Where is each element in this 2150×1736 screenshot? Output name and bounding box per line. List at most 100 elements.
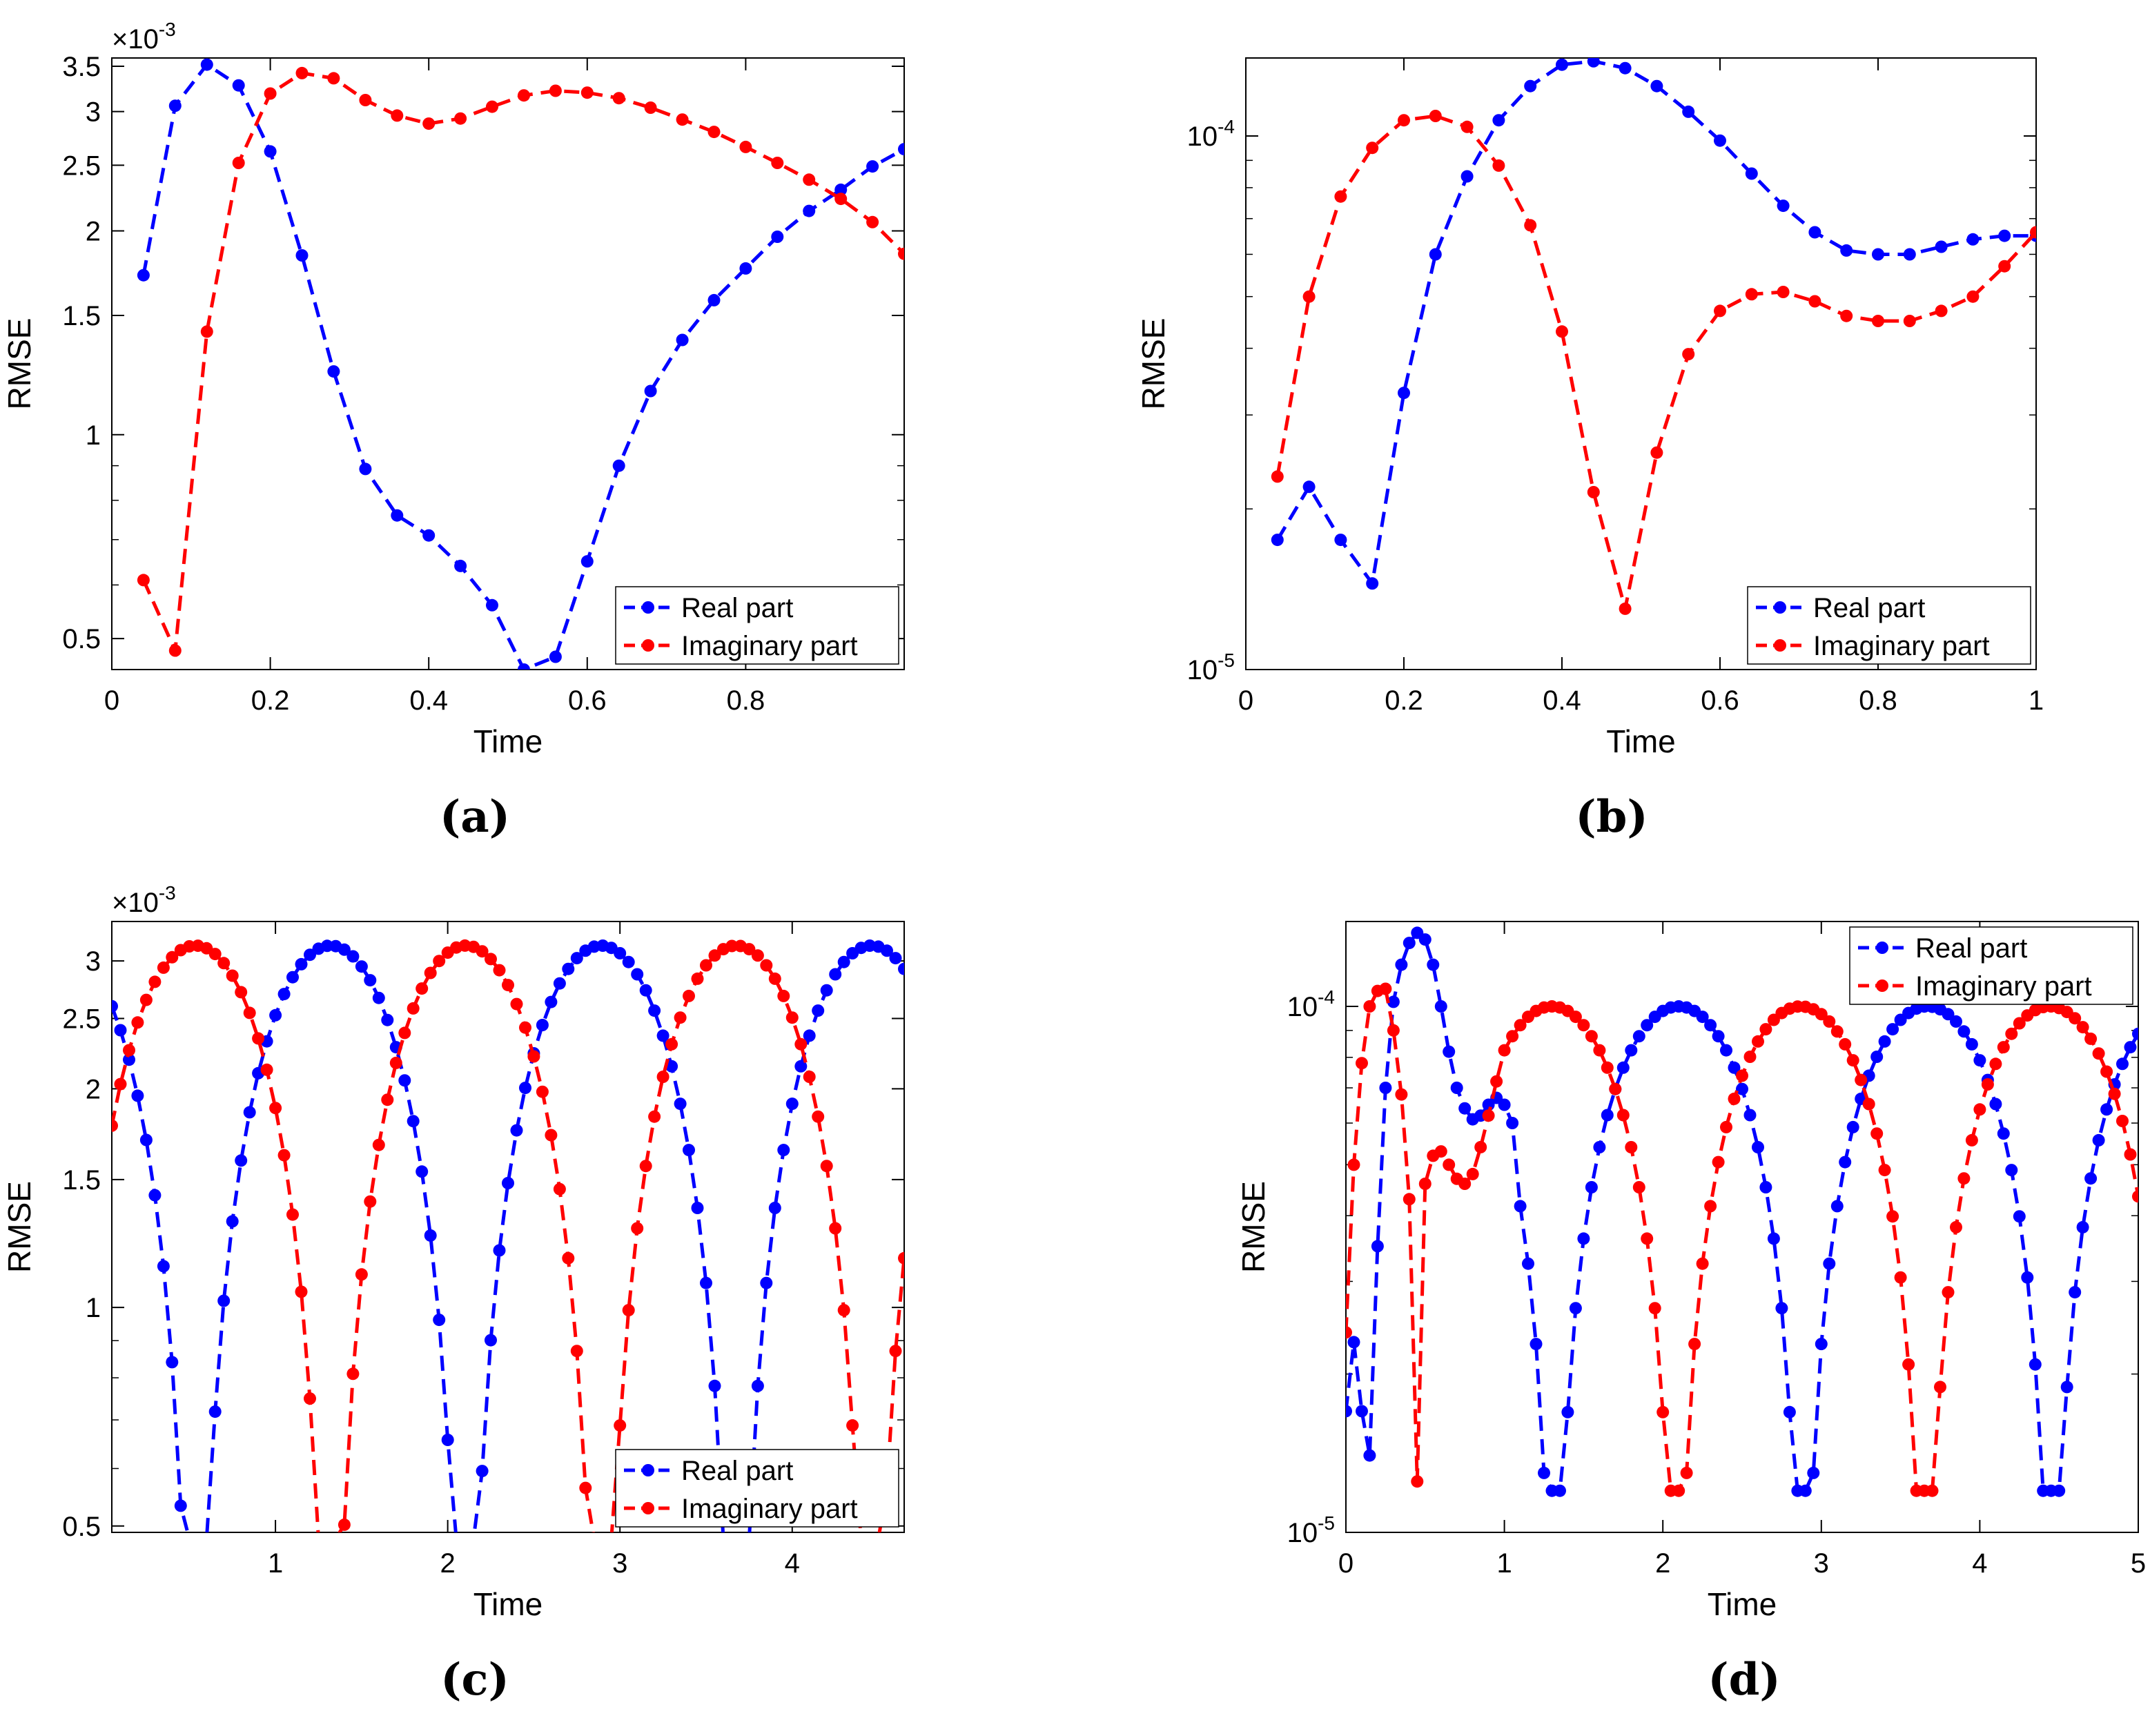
data-point — [1775, 1302, 1788, 1315]
data-point — [812, 1004, 825, 1017]
data-point — [596, 1532, 609, 1545]
data-point — [683, 989, 695, 1002]
data-point — [834, 193, 848, 206]
data-point — [424, 1229, 437, 1242]
data-point — [1514, 1200, 1527, 1213]
data-point — [768, 972, 781, 985]
data-point — [829, 968, 842, 981]
data-point — [1616, 1061, 1630, 1074]
data-point — [1538, 1466, 1550, 1479]
data-point — [264, 145, 277, 158]
data-point — [881, 944, 893, 957]
data-point — [771, 231, 784, 243]
data-point — [1720, 1120, 1732, 1133]
data-point — [226, 969, 239, 982]
data-point — [725, 939, 739, 953]
data-point — [707, 293, 721, 306]
data-point — [1743, 1109, 1757, 1122]
ytick-label-exponent: -4 — [1218, 116, 1235, 137]
series-line-imaginary — [141, 71, 904, 658]
data-point — [1498, 1098, 1511, 1111]
data-point — [605, 1532, 618, 1545]
data-point — [1950, 1015, 1962, 1028]
data-point — [834, 183, 848, 196]
panel-caption-a: (a) — [440, 791, 510, 843]
data-point — [1657, 1405, 1670, 1418]
data-point — [1366, 577, 1379, 590]
data-point — [1682, 105, 1695, 118]
data-point — [327, 365, 340, 378]
data-point — [1823, 1257, 1836, 1270]
data-point — [148, 1189, 162, 1202]
data-point — [1371, 1240, 1384, 1253]
data-point — [2076, 1021, 2089, 1034]
data-point — [295, 957, 308, 971]
data-point — [639, 984, 652, 997]
data-point — [1942, 1286, 1955, 1299]
data-point — [1474, 1140, 1487, 1153]
legend-swatch-marker — [1876, 942, 1888, 954]
data-point — [1935, 240, 1948, 253]
data-point — [364, 974, 377, 987]
data-point — [872, 1532, 885, 1545]
data-point — [2092, 1047, 2105, 1060]
data-point — [1903, 315, 1916, 327]
ytick-label: 1 — [86, 420, 101, 451]
ytick-label: 3.5 — [62, 52, 101, 82]
xtick-label: 0.4 — [409, 685, 448, 716]
data-point — [2005, 1164, 2018, 1177]
data-point — [674, 1011, 687, 1024]
data-point — [656, 1071, 670, 1083]
data-point — [1403, 937, 1416, 950]
legend: Real part Imaginary part — [1849, 926, 2133, 1005]
data-point — [622, 955, 635, 968]
data-point — [1688, 1338, 1701, 1351]
data-point — [2084, 1032, 2098, 1045]
data-point — [519, 1021, 531, 1034]
data-point — [1585, 1030, 1598, 1043]
y-multiplier-label: ×10-3 — [112, 19, 176, 55]
legend-swatch-marker — [642, 601, 654, 614]
data-point — [580, 555, 594, 568]
plot-area — [112, 939, 904, 1545]
data-point — [855, 1532, 868, 1545]
plot-area — [1271, 58, 2036, 615]
series-line-real — [141, 62, 904, 670]
data-point — [1973, 1103, 1986, 1116]
data-point — [493, 1244, 506, 1257]
data-point — [898, 247, 904, 260]
data-point — [803, 173, 816, 186]
data-point — [433, 955, 446, 968]
data-point — [866, 215, 879, 228]
data-point — [1411, 1475, 1424, 1488]
data-point — [1498, 1044, 1511, 1057]
data-point — [1872, 315, 1884, 327]
data-point — [1482, 1109, 1495, 1122]
panel-caption-b: (b) — [1575, 791, 1648, 843]
data-point — [252, 1032, 265, 1045]
data-point — [372, 1138, 385, 1151]
data-point — [1752, 1141, 1764, 1153]
data-point — [691, 1202, 704, 1214]
data-point — [644, 384, 657, 398]
data-point — [232, 157, 245, 169]
data-point — [1346, 1326, 1352, 1339]
legend-label-real: Real part — [681, 593, 793, 623]
data-point — [1965, 1037, 1978, 1051]
data-point — [1492, 159, 1505, 172]
data-point — [174, 1499, 187, 1512]
legend-swatch-marker — [642, 639, 654, 652]
data-point — [1609, 1082, 1622, 1095]
data-point — [1777, 286, 1790, 298]
xtick-label: 1 — [2029, 685, 2044, 716]
data-point — [612, 459, 625, 472]
xtick-label: 0 — [104, 685, 119, 716]
data-point — [372, 991, 385, 1004]
data-point — [407, 1002, 420, 1015]
data-point — [889, 952, 902, 965]
ytick-label-base: 10 — [1287, 992, 1318, 1022]
data-point — [123, 1044, 135, 1057]
data-point — [485, 1334, 497, 1347]
data-point — [1492, 114, 1505, 127]
y-multiplier-base: ×10 — [112, 24, 159, 55]
